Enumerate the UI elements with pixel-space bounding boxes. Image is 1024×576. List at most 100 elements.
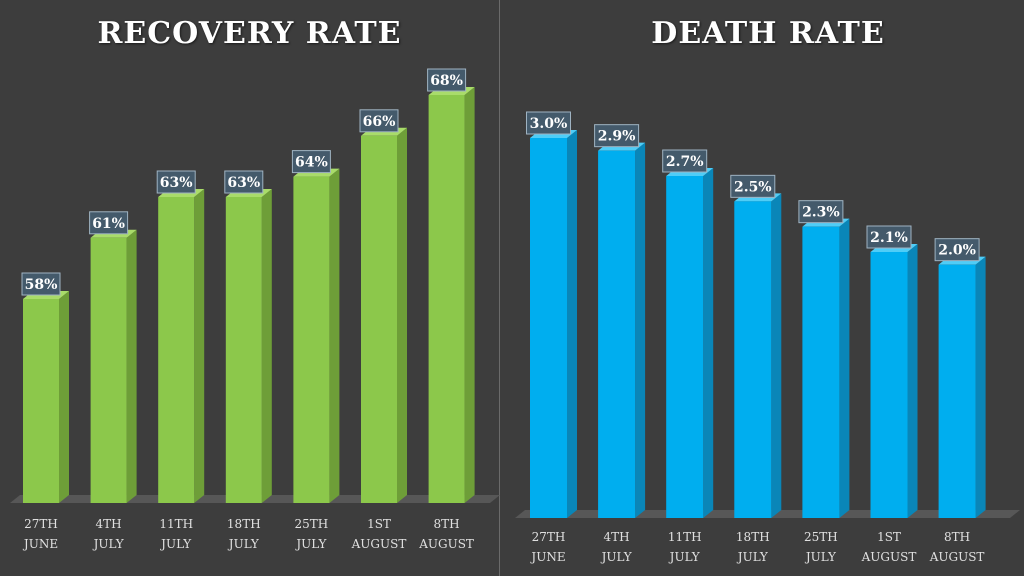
death-bar-front [802, 226, 840, 518]
death-data-label: 2.9% [594, 124, 640, 148]
death-tick-label: 27TH [532, 530, 566, 544]
death-data-label: 2.0% [934, 238, 980, 262]
recovery-data-label-box [21, 272, 61, 296]
recovery-bar-front [225, 197, 262, 503]
death-data-label-text: 3.0% [530, 116, 568, 132]
death-data-label-text: 2.3% [802, 205, 840, 221]
recovery-data-label-box [224, 170, 264, 194]
death-chart: 3.0% 27TH JUNE 2.9% 4TH JULY 2.7% 11TH JULY 2.5% 1… [515, 111, 1020, 564]
death-data-label-box [594, 124, 640, 148]
recovery-data-label-text: 68% [430, 73, 463, 89]
recovery-tick-label: AUGUST [418, 537, 474, 551]
death-data-label-box [526, 111, 571, 135]
death-bar-side [635, 142, 646, 518]
recovery-data-label-box [156, 170, 196, 194]
recovery-tick-label: JUNE [22, 537, 58, 551]
death-data-label-box [934, 238, 980, 262]
recovery-bar-front [361, 135, 397, 504]
recovery-bar-side [59, 291, 69, 503]
death-data-label-box [730, 174, 776, 198]
death-bar-side [907, 244, 918, 518]
death-bar-front [598, 150, 636, 518]
recovery-data-label-text: 64% [295, 155, 328, 171]
recovery-bar-side [126, 229, 137, 504]
death-bar [666, 168, 714, 518]
recovery-data-label-box [291, 150, 331, 174]
recovery-bar [361, 127, 407, 504]
recovery-data-label-text: 66% [363, 114, 396, 130]
death-data-label-text: 2.9% [598, 129, 636, 145]
death-tick-label: 4TH [604, 530, 630, 544]
death-bar-side [975, 256, 986, 518]
death-tick-label: AUGUST [861, 550, 917, 564]
recovery-tick-label: JULY [227, 537, 260, 551]
death-bar-front [870, 252, 908, 518]
recovery-bar-front [158, 197, 195, 503]
death-tick-label: JULY [668, 550, 701, 564]
death-bar-side [771, 193, 782, 519]
death-tick-label: 8TH [944, 530, 970, 544]
recovery-tick-label: 8TH [434, 517, 460, 531]
death-bar-side [839, 218, 850, 518]
recovery-data-label: 63% [156, 170, 196, 194]
death-bar-side [703, 168, 714, 518]
death-data-label-text: 2.7% [666, 154, 704, 170]
recovery-bar-side [329, 168, 340, 503]
recovery-bar [158, 189, 205, 503]
recovery-bar-side [194, 189, 205, 503]
death-bar [802, 218, 850, 518]
death-tick-label: JULY [600, 550, 633, 564]
death-data-label: 2.5% [730, 174, 776, 198]
recovery-tick-label: AUGUST [351, 537, 407, 551]
death-bar [870, 244, 918, 518]
death-bar [734, 193, 782, 519]
recovery-data-label: 66% [359, 109, 399, 133]
recovery-data-label-text: 58% [25, 277, 58, 293]
death-data-label-text: 2.5% [734, 179, 772, 195]
recovery-bar [293, 168, 340, 503]
death-data-label: 3.0% [526, 111, 571, 135]
recovery-rate-title: RECOVERY RATE [97, 16, 402, 51]
death-tick-label: JULY [736, 550, 769, 564]
death-bar [598, 142, 646, 518]
death-data-label-box [866, 225, 912, 249]
recovery-tick-label: 11TH [159, 517, 193, 531]
recovery-bar [90, 229, 137, 504]
recovery-data-label-box [359, 109, 399, 133]
recovery-bar-side [261, 189, 272, 503]
recovery-chart: 58% 27TH JUNE 61% 4TH JULY 63% 11TH JULY 63% 18TH J… [10, 68, 500, 551]
panel-divider [499, 0, 500, 576]
death-tick-label: JULY [804, 550, 837, 564]
recovery-tick-label: 18TH [227, 517, 261, 531]
recovery-data-label-box [427, 68, 467, 92]
recovery-bar-front [293, 176, 330, 503]
recovery-data-label: 58% [21, 272, 61, 296]
recovery-tick-label: 27TH [24, 517, 58, 531]
death-bar-front [734, 201, 772, 519]
recovery-bar-front [23, 299, 59, 503]
recovery-data-label-box [89, 211, 129, 235]
recovery-bar-front [90, 237, 127, 504]
recovery-bar [23, 291, 69, 503]
recovery-bar-front [428, 95, 465, 503]
death-data-label-text: 2.0% [938, 243, 976, 259]
death-bar-front [530, 138, 567, 518]
death-tick-label: 25TH [804, 530, 838, 544]
recovery-bar [428, 87, 475, 503]
death-bar-front [666, 176, 704, 518]
recovery-tick-label: 1ST [367, 517, 391, 531]
death-bar [938, 256, 986, 518]
recovery-tick-label: JULY [92, 537, 125, 551]
recovery-tick-label: JULY [294, 537, 327, 551]
recovery-data-label: 63% [224, 170, 264, 194]
death-tick-label: 1ST [877, 530, 901, 544]
death-rate-title: DEATH RATE [651, 16, 885, 51]
death-data-label-box [798, 200, 844, 224]
recovery-bar-side [464, 87, 475, 503]
death-tick-label: 11TH [668, 530, 702, 544]
death-data-label: 2.3% [798, 200, 844, 224]
recovery-tick-label: 25TH [295, 517, 329, 531]
death-data-label-text: 2.1% [870, 230, 908, 246]
